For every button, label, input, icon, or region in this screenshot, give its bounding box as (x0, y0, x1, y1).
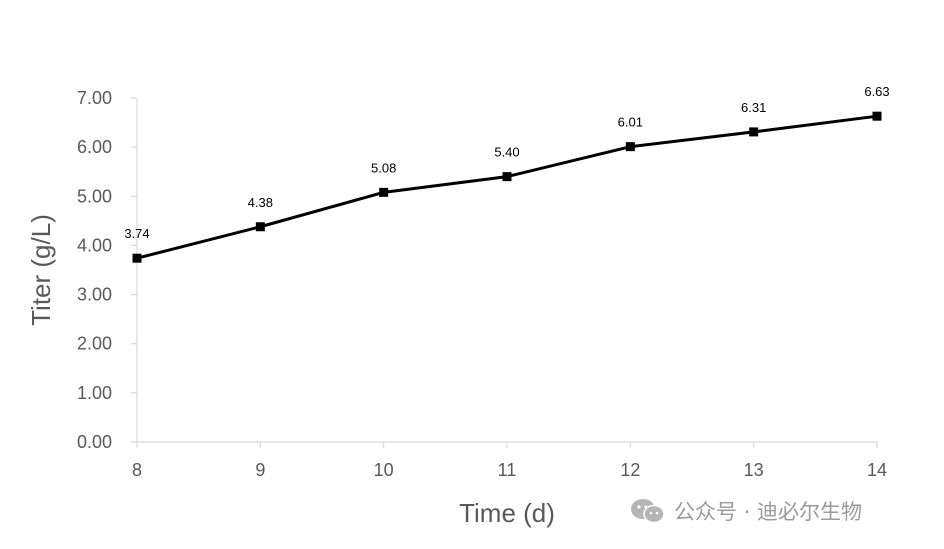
data-label: 3.74 (124, 226, 149, 241)
data-labels: 3.74 4.38 5.08 5.40 6.01 6.31 6.63 (124, 84, 889, 241)
x-tick-label: 9 (255, 460, 265, 480)
y-tick-label: 2.00 (77, 334, 112, 354)
wechat-icon (631, 499, 665, 524)
x-tick-label: 13 (744, 460, 764, 480)
x-axis-title: Time (d) (459, 498, 555, 528)
data-point-marker (749, 127, 759, 137)
data-label: 6.01 (618, 115, 643, 130)
x-tick-label: 14 (867, 460, 887, 480)
watermark: 公众号 · 迪必尔生物 (628, 497, 862, 525)
x-tick-label: 12 (620, 460, 640, 480)
data-point-marker (625, 142, 635, 152)
data-label: 4.38 (248, 195, 273, 210)
y-tick-label: 6.00 (77, 137, 112, 157)
x-tick-label: 8 (132, 460, 142, 480)
x-axis-ticks: 8 9 10 11 12 13 14 (132, 442, 887, 480)
y-tick-label: 5.00 (77, 186, 112, 206)
data-label: 6.63 (864, 84, 889, 99)
data-label: 5.40 (494, 145, 519, 160)
data-point-marker (132, 253, 142, 263)
y-tick-label: 7.00 (77, 88, 112, 108)
data-point-marker (255, 222, 265, 232)
data-point-marker (502, 172, 512, 182)
data-point-marker (872, 111, 882, 121)
series-layer (132, 111, 882, 263)
y-tick-label: 1.00 (77, 383, 112, 403)
y-tick-label: 0.00 (77, 432, 112, 452)
y-tick-label: 4.00 (77, 235, 112, 255)
data-label: 5.08 (371, 160, 396, 175)
data-label: 6.31 (741, 100, 766, 115)
y-axis-title: Titer (g/L) (26, 214, 56, 326)
x-tick-label: 10 (374, 460, 394, 480)
y-tick-label: 3.00 (77, 285, 112, 305)
y-axis-ticks: 0.00 1.00 2.00 3.00 4.00 5.00 6.00 7.00 (77, 88, 137, 452)
series-line (136, 114, 878, 260)
data-point-marker (379, 187, 389, 197)
x-tick-label: 11 (498, 460, 517, 480)
watermark-text: 公众号 · 迪必尔生物 (674, 500, 863, 524)
